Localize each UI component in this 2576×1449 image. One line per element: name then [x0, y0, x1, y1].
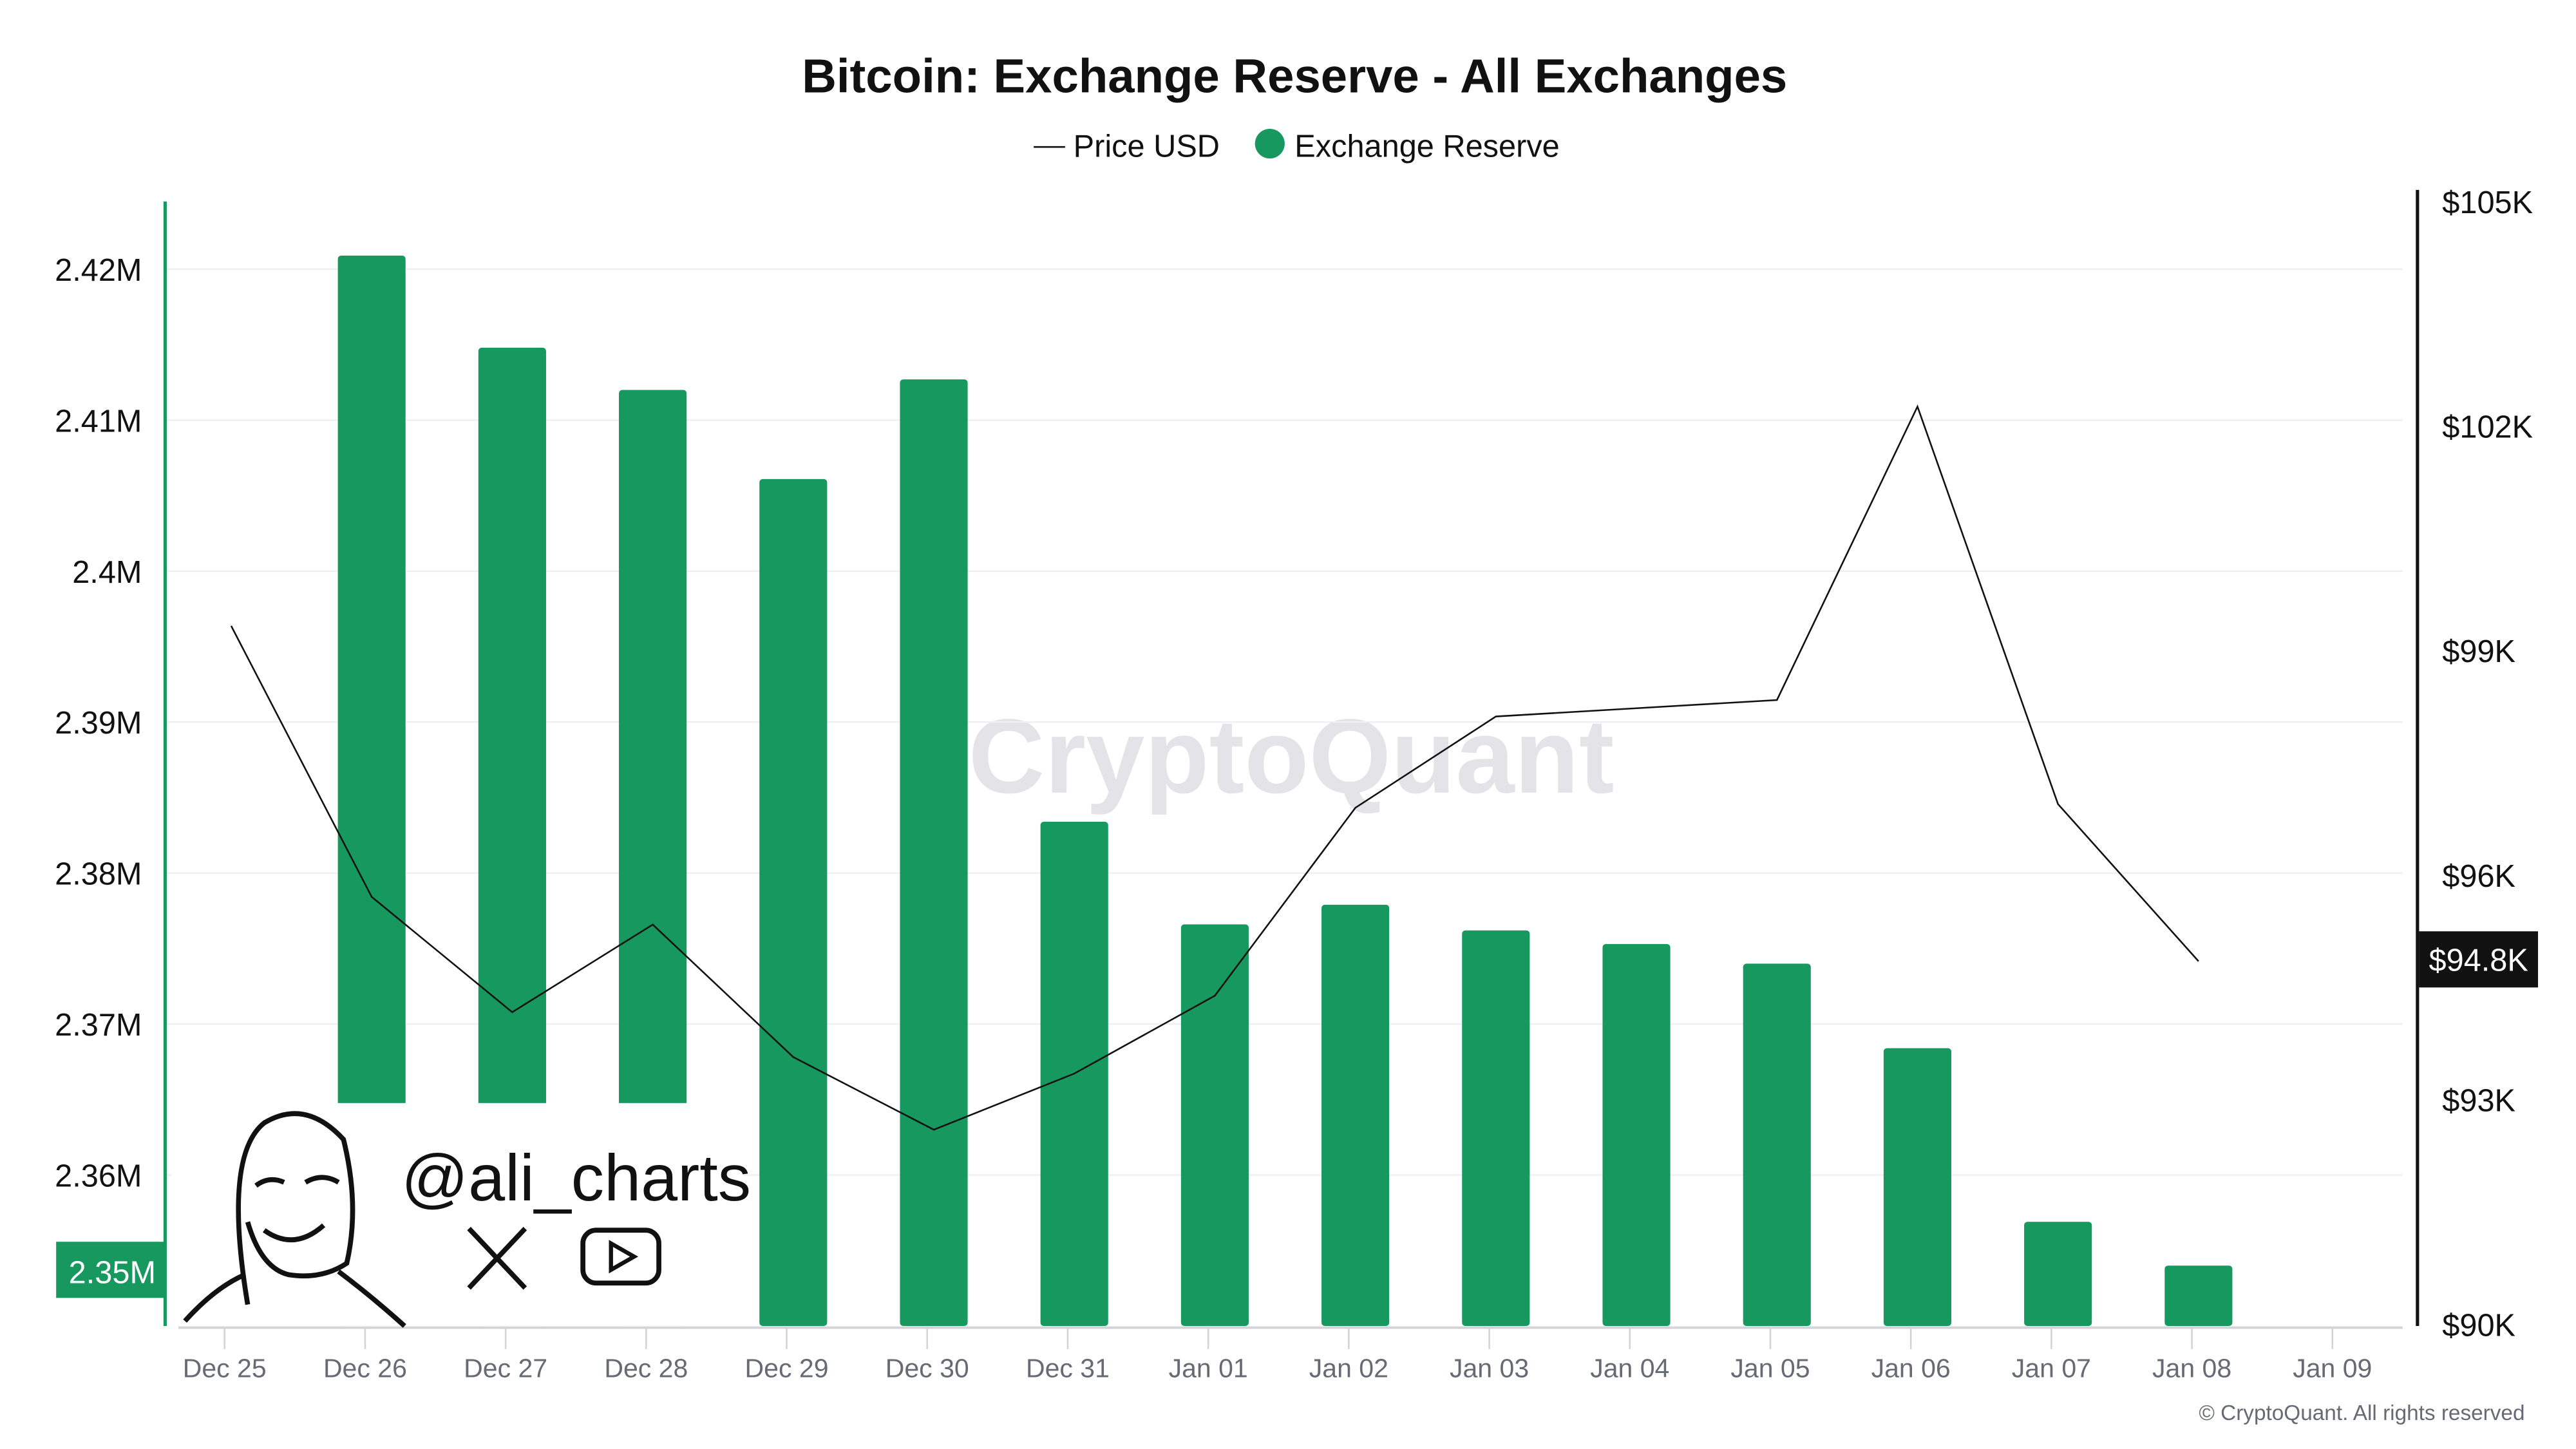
left-current-badge [56, 1242, 166, 1298]
x-tick-label: Jan 01 [1169, 1353, 1248, 1383]
left-tick-label: 2.42M [55, 253, 142, 288]
reserve-bar [1321, 904, 1390, 1326]
left-current-value: 2.35M [69, 1255, 156, 1290]
right-tick-label: $105K [2442, 185, 2533, 220]
ali-charts-overlay: @ali_charts [171, 1103, 751, 1328]
legend-reserve-dot-icon [1255, 129, 1285, 159]
reserve-bar [900, 379, 968, 1326]
x-tick-label: Dec 30 [886, 1353, 969, 1383]
x-tick-label: Dec 26 [323, 1353, 407, 1383]
left-tick-label: 2.39M [55, 706, 142, 741]
right-tick-label: $93K [2442, 1084, 2515, 1119]
x-tick-label: Jan 03 [1450, 1353, 1529, 1383]
reserve-bar [337, 255, 406, 1326]
x-tick-label: Dec 28 [604, 1353, 688, 1383]
x-tick-label: Jan 04 [1590, 1353, 1669, 1383]
price-point [1495, 716, 1497, 717]
reserve-bar [1462, 930, 1530, 1326]
reserve-bar [2024, 1222, 2092, 1326]
legend-reserve-label: Exchange Reserve [1294, 129, 1560, 164]
left-tick-label: 2.41M [55, 404, 142, 439]
x-tick-label: Jan 09 [2293, 1353, 2372, 1383]
reserve-bar [478, 347, 546, 1326]
reserve-bar [2164, 1265, 2233, 1326]
x-logo-icon [467, 1227, 527, 1290]
right-tick-label: $96K [2442, 859, 2515, 894]
x-tick-label: Jan 06 [1871, 1353, 1951, 1383]
reserve-bar [759, 478, 828, 1326]
legend-price-label: Price USD [1074, 129, 1220, 164]
reserve-bar [1602, 943, 1671, 1326]
chart-title: Bitcoin: Exchange Reserve - All Exchange… [802, 50, 1787, 103]
x-tick-label: Jan 08 [2152, 1353, 2231, 1383]
x-tick-label: Dec 25 [183, 1353, 267, 1383]
right-tick-label: $99K [2442, 634, 2515, 669]
x-tick-label: Dec 29 [745, 1353, 829, 1383]
price-point [1636, 708, 1637, 709]
x-tick-label: Dec 31 [1026, 1353, 1110, 1383]
youtube-icon [580, 1227, 661, 1286]
right-tick-label: $90K [2442, 1308, 2515, 1343]
price-point [231, 625, 232, 627]
copyright: © CryptoQuant. All rights reserved [2199, 1401, 2524, 1425]
left-tick-label: 2.38M [55, 857, 142, 892]
price-point [652, 924, 653, 925]
reserve-bar [1743, 963, 1811, 1326]
reserve-bar [1883, 1048, 1951, 1326]
reserve-bar [619, 390, 687, 1326]
avatar-face-icon [183, 1111, 406, 1328]
x-tick-label: Jan 05 [1730, 1353, 1810, 1383]
left-tick-label: 2.37M [55, 1008, 142, 1043]
x-tick-label: Jan 07 [2012, 1353, 2091, 1383]
x-tick-label: Jan 02 [1309, 1353, 1388, 1383]
reserve-bar [1180, 924, 1249, 1326]
right-current-badge [2419, 931, 2539, 988]
left-tick-label: 2.36M [55, 1159, 142, 1194]
right-tick-label: $102K [2442, 410, 2533, 444]
ali-charts-handle: @ali_charts [401, 1141, 751, 1215]
x-tick-label: Dec 27 [464, 1353, 547, 1383]
left-tick-label: 2.4M [72, 555, 142, 590]
right-current-value: $94.8K [2429, 943, 2528, 978]
legend: Price USD Exchange Reserve [1034, 129, 1560, 164]
price-point [1917, 406, 1918, 407]
